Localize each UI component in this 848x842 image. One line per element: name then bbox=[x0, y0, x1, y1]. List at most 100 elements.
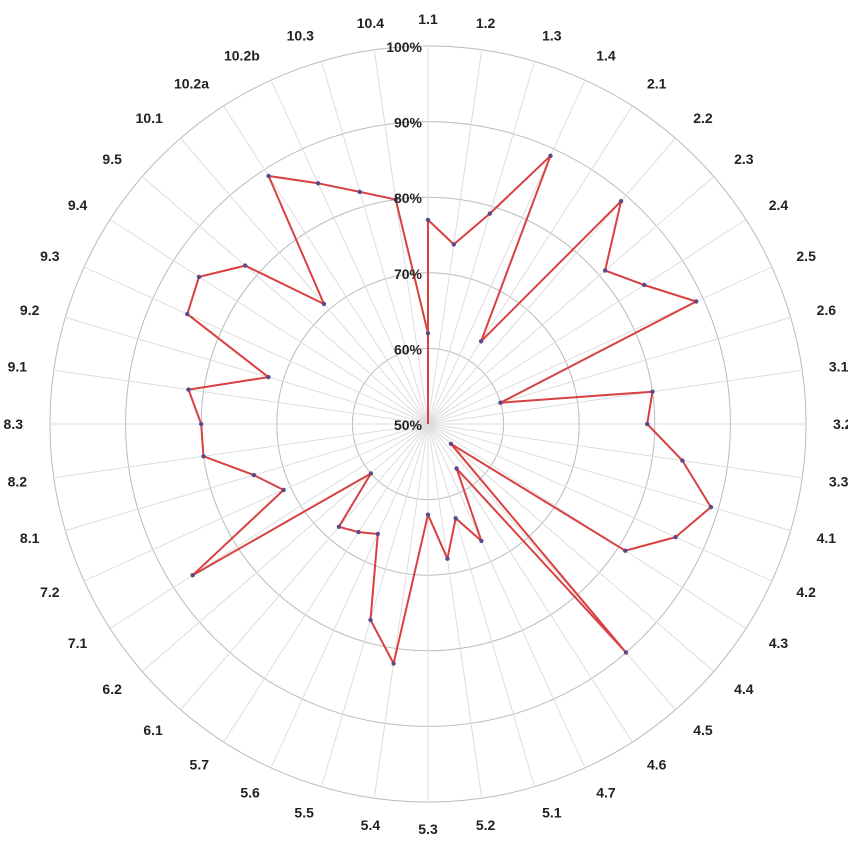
data-point bbox=[186, 387, 191, 392]
data-point bbox=[357, 189, 362, 195]
category-label: 2.1 bbox=[647, 75, 667, 91]
data-point bbox=[448, 441, 454, 446]
category-label: 8.3 bbox=[4, 416, 24, 432]
spoke bbox=[427, 423, 535, 787]
spoke bbox=[427, 317, 791, 425]
data-point bbox=[190, 573, 195, 578]
series-line bbox=[186, 154, 712, 665]
category-label: 3.2 bbox=[833, 416, 848, 432]
spoke bbox=[83, 423, 429, 582]
data-point bbox=[487, 211, 492, 216]
category-label: 1.1 bbox=[418, 11, 438, 27]
spoke bbox=[427, 105, 633, 425]
data-point bbox=[368, 617, 373, 623]
data-point bbox=[708, 504, 714, 510]
category-label: 10.4 bbox=[357, 15, 384, 31]
category-label: 3.1 bbox=[829, 358, 848, 374]
category-label: 2.2 bbox=[693, 110, 713, 126]
spoke bbox=[427, 423, 803, 479]
data-point bbox=[602, 268, 608, 273]
data-point bbox=[375, 531, 380, 537]
category-label: 2.3 bbox=[734, 151, 754, 167]
spoke bbox=[83, 266, 429, 425]
spoke bbox=[427, 176, 715, 425]
spoke bbox=[427, 423, 773, 582]
data-point bbox=[281, 487, 286, 493]
data-point bbox=[185, 311, 190, 317]
category-label: 3.3 bbox=[829, 474, 848, 490]
spoke bbox=[427, 369, 803, 425]
category-label: 9.4 bbox=[68, 197, 88, 213]
spoke bbox=[427, 423, 633, 743]
spoke bbox=[427, 266, 773, 425]
data-point bbox=[623, 650, 629, 655]
data-point bbox=[454, 466, 459, 471]
category-label: 1.3 bbox=[542, 27, 562, 43]
category-label: 7.2 bbox=[40, 584, 60, 600]
category-labels: 1.1 1.2 1.3 1.4 2.1 2.2 2.3 2.4 2.5 2.6 3.1 3.2 3.3 4… bbox=[4, 11, 848, 837]
spoke bbox=[109, 423, 429, 629]
category-label: 4.1 bbox=[817, 530, 837, 546]
data-point bbox=[425, 512, 431, 517]
category-label: 9.5 bbox=[102, 151, 122, 167]
data-point bbox=[673, 534, 678, 540]
spoke bbox=[321, 61, 429, 425]
category-label: 4.3 bbox=[769, 635, 789, 651]
spoke bbox=[427, 423, 791, 531]
data-point bbox=[199, 421, 204, 427]
spoke bbox=[373, 49, 429, 425]
category-label: 5.7 bbox=[190, 757, 210, 773]
data-point bbox=[321, 301, 327, 307]
spoke bbox=[270, 423, 429, 769]
category-label: 10.3 bbox=[287, 27, 314, 43]
spoke bbox=[180, 423, 429, 711]
spoke bbox=[427, 137, 676, 425]
category-label: 2.4 bbox=[769, 197, 789, 213]
spoke bbox=[427, 423, 483, 799]
category-label: 8.1 bbox=[20, 530, 40, 546]
tick-label: 60% bbox=[394, 341, 423, 357]
data-point bbox=[196, 274, 202, 280]
category-label: 5.2 bbox=[476, 817, 496, 833]
spoke bbox=[373, 423, 429, 799]
series-layer bbox=[185, 153, 714, 666]
tick-label: 90% bbox=[394, 115, 423, 131]
data-point bbox=[623, 548, 628, 553]
data-point bbox=[391, 661, 396, 666]
spoke bbox=[53, 369, 429, 425]
category-label: 5.3 bbox=[418, 821, 438, 837]
category-label: 1.4 bbox=[596, 48, 616, 64]
spoke bbox=[53, 423, 429, 479]
spoke bbox=[141, 423, 429, 672]
category-label: 9.2 bbox=[20, 302, 40, 318]
spoke bbox=[427, 423, 715, 672]
data-point bbox=[548, 153, 553, 158]
category-label: 8.2 bbox=[8, 474, 28, 490]
data-point bbox=[478, 339, 484, 344]
data-point bbox=[451, 242, 456, 247]
data-point bbox=[243, 263, 248, 268]
data-point bbox=[266, 374, 271, 380]
spoke bbox=[427, 79, 586, 425]
data-point bbox=[498, 400, 503, 405]
spoke bbox=[427, 423, 586, 769]
tick-label: 80% bbox=[394, 190, 423, 206]
spoke bbox=[321, 423, 429, 787]
tick-label: 100% bbox=[386, 39, 422, 55]
data-point bbox=[645, 421, 650, 427]
category-label: 6.1 bbox=[143, 722, 163, 738]
data-point bbox=[425, 217, 431, 223]
category-label: 4.6 bbox=[647, 757, 667, 773]
tick-label: 70% bbox=[394, 266, 423, 282]
data-point bbox=[618, 199, 624, 204]
category-label: 9.1 bbox=[8, 358, 28, 374]
spoke bbox=[427, 423, 676, 711]
spoke bbox=[180, 137, 429, 425]
data-point bbox=[642, 282, 647, 288]
category-label: 5.1 bbox=[542, 805, 562, 821]
category-label: 5.5 bbox=[294, 805, 314, 821]
category-label: 2.5 bbox=[796, 248, 816, 264]
data-point bbox=[479, 538, 484, 544]
tick-labels: 50% 60% 70% 80% 90% 100% bbox=[386, 39, 422, 433]
